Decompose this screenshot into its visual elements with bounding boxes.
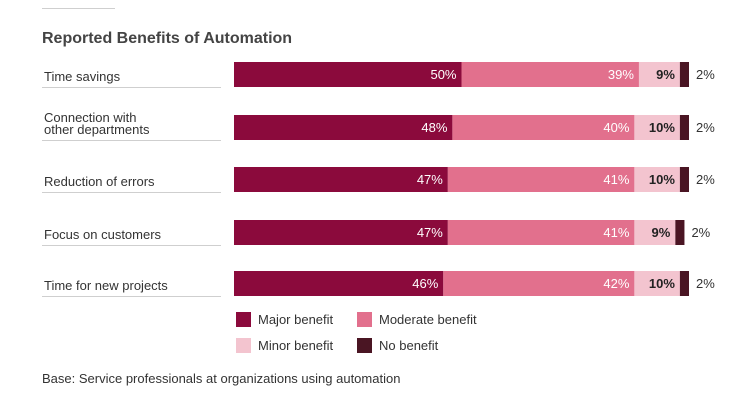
bar-segment-no xyxy=(679,62,689,87)
chart-title: Reported Benefits of Automation xyxy=(42,30,293,47)
footnote: Base: Service professionals at organizat… xyxy=(42,371,401,386)
category-label-line: Time savings xyxy=(44,69,121,84)
category-label-line: Connection with xyxy=(44,110,137,125)
data-label-major: 50% xyxy=(430,67,456,82)
data-label-minor: 10% xyxy=(649,172,675,187)
data-label-minor: 10% xyxy=(649,120,675,135)
data-label-no: 2% xyxy=(696,276,715,291)
bar-segment-no xyxy=(679,271,689,296)
data-label-moderate: 41% xyxy=(603,225,629,240)
bar-segment-no xyxy=(679,115,689,140)
category-label-line: Time for new projects xyxy=(44,278,168,293)
legend-label-no: No benefit xyxy=(379,338,439,353)
bar-segment-major xyxy=(234,115,453,140)
data-label-moderate: 39% xyxy=(608,67,634,82)
bar-segment-moderate xyxy=(461,62,639,87)
bar-segment-moderate xyxy=(443,271,635,296)
top-rule xyxy=(42,8,115,9)
bar-segment-no xyxy=(679,167,689,192)
legend-item-minor-benefit: Minor benefit xyxy=(236,338,333,353)
category-label: Connection with other departments xyxy=(44,110,150,137)
bar-segment-major xyxy=(234,62,462,87)
category-label: Reduction of errors xyxy=(44,174,155,189)
data-label-minor: 9% xyxy=(656,67,675,82)
data-label-no: 2% xyxy=(691,225,710,240)
data-label-no: 2% xyxy=(696,67,715,82)
legend-swatch-major xyxy=(236,312,251,327)
legend-item-moderate-benefit: Moderate benefit xyxy=(357,312,477,327)
category-label: Time savings xyxy=(44,69,121,84)
category-label-line: Reduction of errors xyxy=(44,174,155,189)
legend-label-minor: Minor benefit xyxy=(258,338,334,353)
legend-swatch-no xyxy=(357,338,372,353)
data-label-minor: 10% xyxy=(649,276,675,291)
data-label-moderate: 40% xyxy=(603,120,629,135)
bar-segment-minor xyxy=(638,62,680,87)
data-label-major: 46% xyxy=(412,276,438,291)
data-label-major: 47% xyxy=(417,225,443,240)
legend-item-no-benefit: No benefit xyxy=(357,338,438,353)
data-label-no: 2% xyxy=(696,172,715,187)
bar-segment-moderate xyxy=(447,167,635,192)
legend-label-moderate: Moderate benefit xyxy=(379,312,477,327)
bar-segment-major xyxy=(234,220,448,245)
data-label-minor: 9% xyxy=(652,225,671,240)
legend-label-major: Major benefit xyxy=(258,312,334,327)
legend-swatch-minor xyxy=(236,338,251,353)
category-label-line: Focus on customers xyxy=(44,227,162,242)
category-label-line: other departments xyxy=(44,122,150,137)
category-label: Time for new projects xyxy=(44,278,168,293)
bar-segment-major xyxy=(234,167,448,192)
bar-segment-minor xyxy=(634,167,680,192)
legend-swatch-moderate xyxy=(357,312,372,327)
data-label-major: 48% xyxy=(421,120,447,135)
data-label-moderate: 42% xyxy=(603,276,629,291)
legend-item-major-benefit: Major benefit xyxy=(236,312,333,327)
data-label-major: 47% xyxy=(417,172,443,187)
bar-segment-major xyxy=(234,271,444,296)
bar-segment-moderate xyxy=(452,115,635,140)
bar-segment-minor xyxy=(634,220,676,245)
data-label-no: 2% xyxy=(696,120,715,135)
bar-segment-moderate xyxy=(447,220,635,245)
bar-segment-minor xyxy=(634,271,680,296)
bar-segment-minor xyxy=(634,115,680,140)
category-label: Focus on customers xyxy=(44,227,162,242)
bar-segment-no xyxy=(675,220,685,245)
data-label-moderate: 41% xyxy=(603,172,629,187)
